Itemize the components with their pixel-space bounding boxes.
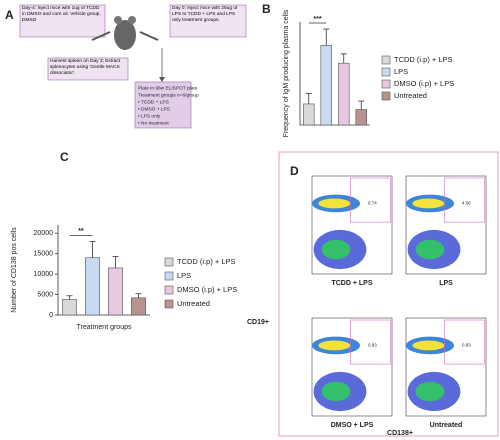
y-tick-label: 5000 [37,291,53,298]
panel-label: D [290,164,299,178]
bar [85,257,100,316]
bar [108,267,123,316]
syringe [91,31,111,41]
legend-swatch [381,67,391,77]
y-tick-label: 20000 [34,230,54,237]
legend-label: Untreated [394,91,427,100]
step-line: • LPS only [138,113,161,119]
flow-panel: 0.74 TCDD + LPS 4.56 LPS 0.83 DMSO + LPS 0.93 U… [311,175,487,429]
step-2: Day 0: Inject mice with 25ug of LPS to T… [172,6,238,24]
arrow-head [159,77,165,82]
cell-cloud [321,239,351,260]
y-axis-label: Number of CD138 pos cells [11,227,18,313]
bar [62,299,77,316]
protocol-diagram: Day-4: Inject mice with 1ug of TCDD in D… [19,4,247,129]
legend-label: LPS [177,271,191,280]
plot-label: Untreated [430,422,463,429]
panel-label: C [60,150,69,164]
bar [338,62,350,126]
step-line: • No treatment [138,120,169,126]
cell-cloud [415,239,445,260]
y-tick-label: 15000 [34,250,54,257]
legend-label: DMSO (i.p) + LPS [177,285,237,294]
step-box [19,4,106,38]
legend-label: TCDD (i.p) + LPS [394,55,453,64]
legend-swatch [164,299,174,309]
legend-swatch [164,271,174,281]
legend-label: Untreated [177,299,210,308]
gate [350,319,391,365]
bar [320,45,332,126]
gate [444,319,485,365]
gate [350,177,391,223]
step-box [47,57,129,81]
step-text: Harvest spleen on Day 3; Extract splenoc… [50,59,121,77]
step-3: Harvest spleen on Day 3; Extract splenoc… [50,59,121,77]
cell-cloud [321,381,351,402]
cell-cloud [412,340,445,351]
legend-swatch [164,257,174,267]
panel-frame [278,151,499,437]
significance-label: *** [313,16,321,23]
cell-cloud [412,198,445,209]
step-line: • TCDD + LPS [138,99,169,105]
bar [355,109,367,126]
plot-label: DMSO + LPS [331,422,374,429]
legend-label: TCDD (i.p) + LPS [177,257,236,266]
flow-y-axis: CD19+ [247,319,269,326]
legend-swatch [381,55,391,65]
mouse [114,20,136,50]
gate-value: 4.56 [462,201,471,206]
bar [131,297,146,316]
panel-label: A [5,8,14,22]
gate-value: 0.83 [368,343,377,348]
legend-swatch [381,79,391,89]
plot-label: LPS [439,280,453,287]
step-line: • DMSO + LPS [138,106,170,112]
step-line: Plate in 96w ELISPOT plate [138,85,198,91]
legend-swatch [381,91,391,101]
legend-swatch [164,285,174,295]
mouse-ear [114,16,122,24]
gate-value: 0.93 [462,343,471,348]
step-line: Treatment groups n=6/group [138,92,199,98]
significance-label: ** [78,228,84,235]
panel-label: B [262,2,271,16]
bar [303,103,315,126]
step-1: Day-4: Inject mice with 1ug of TCDD in D… [22,6,101,24]
step-text: Day-4: Inject mice with 1ug of TCDD in D… [22,6,101,24]
x-axis-label: Treatment groups [77,324,132,331]
flow-x-axis: CD138+ [387,430,413,437]
syringe [139,31,159,41]
plot-label: TCDD + LPS [331,280,372,287]
step-text: Day 0: Inject mice with 25ug of LPS to T… [172,6,238,24]
step-box [169,4,247,38]
step-box [134,81,192,129]
legend-label: LPS [394,67,408,76]
y-tick-label: 10000 [34,271,54,278]
gate-value: 0.74 [368,201,377,206]
cell-cloud [318,198,351,209]
mouse-ear [128,16,136,24]
gate [444,177,485,223]
y-axis-label: Frequency of IgM producing plasma cells [283,9,290,137]
cell-cloud [318,340,351,351]
legend-label: DMSO (i.p) + LPS [394,79,454,88]
y-tick-label: 0 [49,312,53,319]
cell-cloud [415,381,445,402]
